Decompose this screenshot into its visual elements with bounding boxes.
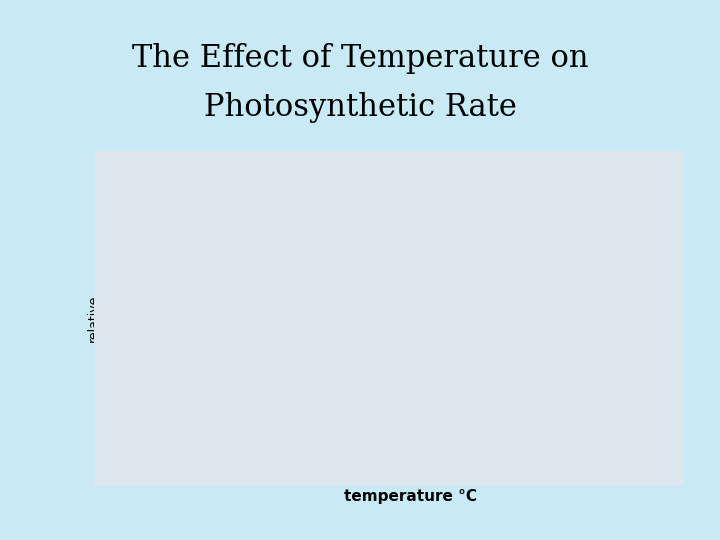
Text: Photosynthetic Rate: Photosynthetic Rate: [204, 92, 516, 123]
Y-axis label: relative
rate of photosynthesis: relative rate of photosynthesis: [86, 248, 114, 389]
Text: The Effect of Temperature on: The Effect of Temperature on: [132, 43, 588, 74]
X-axis label: temperature °C: temperature °C: [344, 489, 477, 504]
